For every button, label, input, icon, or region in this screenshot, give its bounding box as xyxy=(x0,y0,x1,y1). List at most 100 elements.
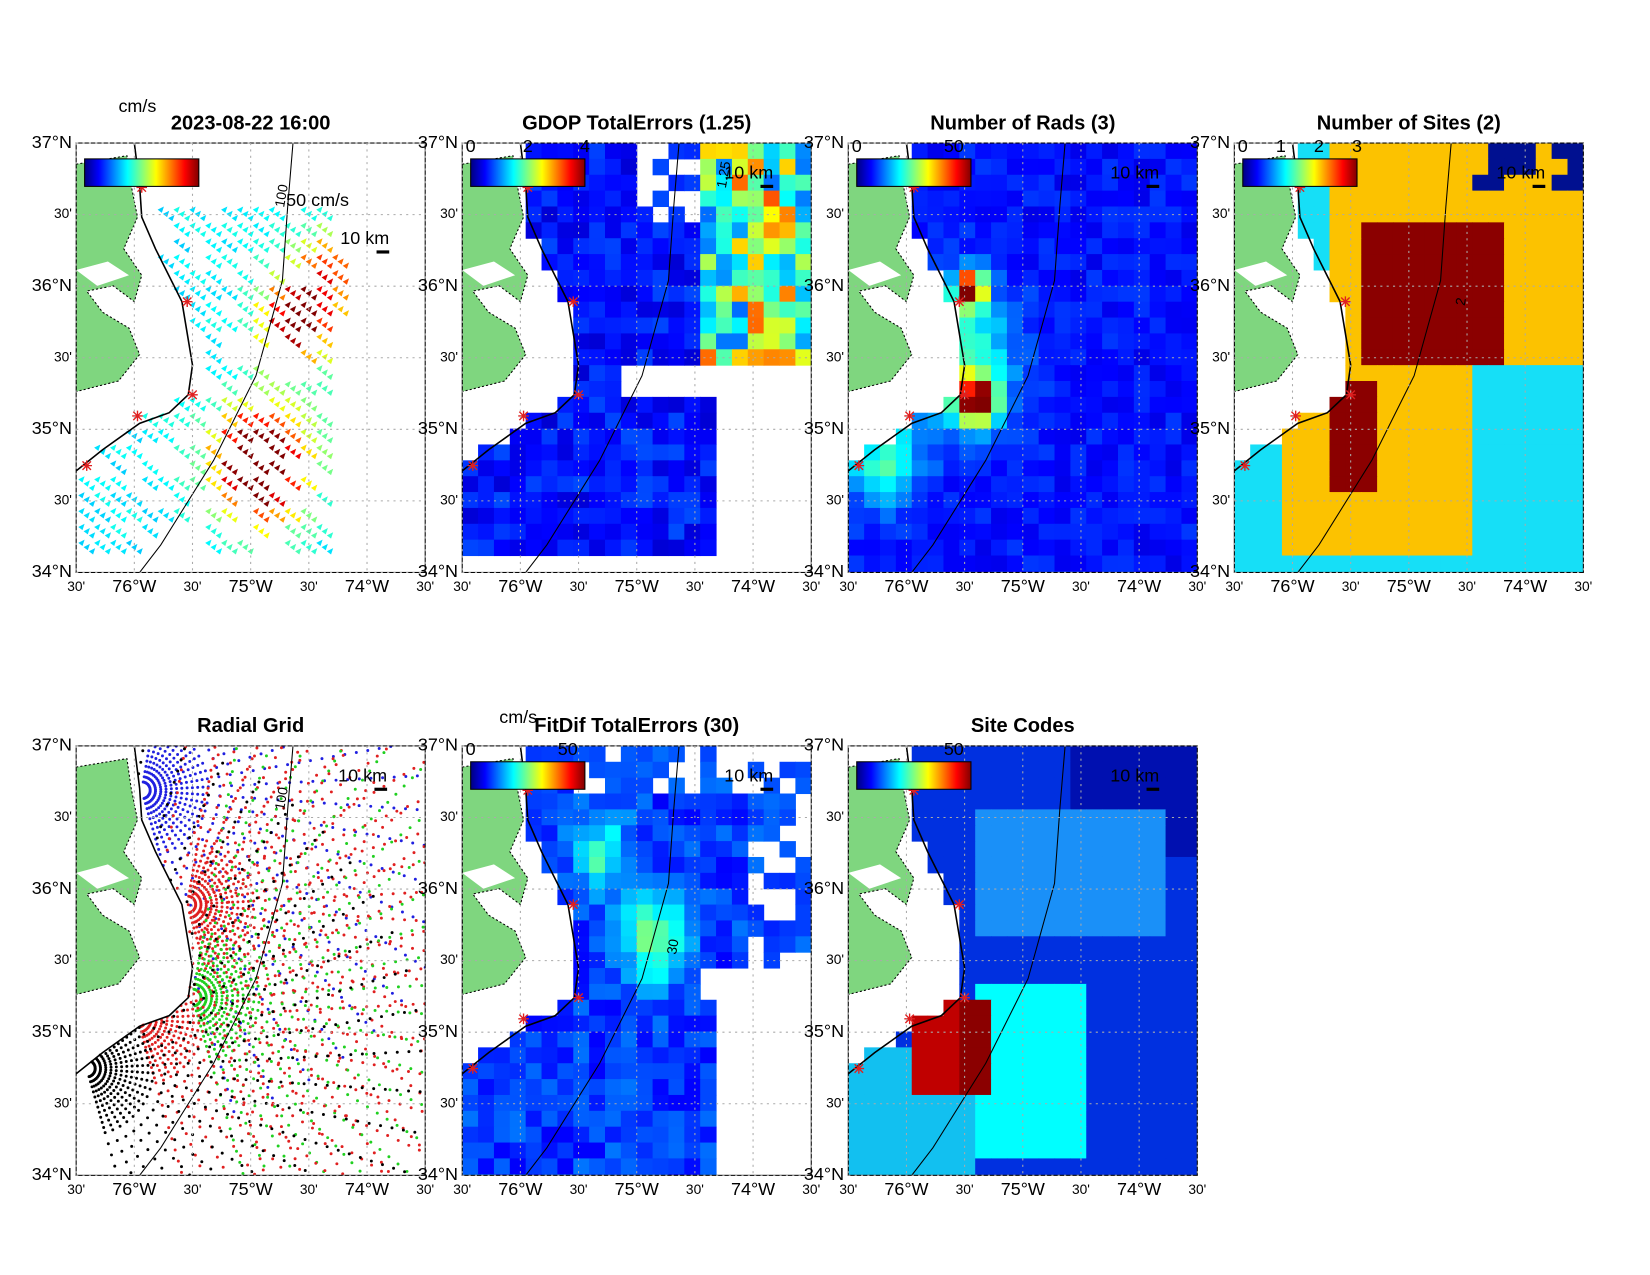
grid-dot xyxy=(236,900,240,904)
grid-dot xyxy=(119,1061,123,1064)
grid-dot xyxy=(203,944,207,948)
grid-dot xyxy=(279,1056,283,1060)
grid-dot xyxy=(310,896,314,900)
grid-dot xyxy=(298,790,302,794)
grid-dot xyxy=(302,976,306,980)
grid-dot xyxy=(399,944,403,948)
grid-dot xyxy=(313,974,317,978)
grid-dot xyxy=(173,867,177,871)
field-cell xyxy=(1165,492,1182,509)
grid-dot xyxy=(299,799,303,803)
vector-arrow xyxy=(115,464,122,471)
field-cell xyxy=(1038,238,1056,255)
grid-dot xyxy=(229,795,233,799)
vector-arrow xyxy=(252,460,260,467)
field-cell xyxy=(1165,571,1182,573)
grid-dot xyxy=(132,1096,136,1100)
vector-arrow xyxy=(215,310,223,317)
vector-arrow xyxy=(231,468,238,476)
vector-arrow xyxy=(194,274,201,281)
grid-dot xyxy=(415,808,419,812)
field-cell xyxy=(959,238,976,255)
grid-dot xyxy=(196,785,200,789)
field-cell xyxy=(1117,492,1135,509)
grid-dot xyxy=(332,952,336,956)
field-cell xyxy=(991,555,1008,572)
grid-dot xyxy=(333,913,337,917)
grid-dot xyxy=(282,806,286,810)
vector-arrow xyxy=(321,242,328,249)
grid-dot xyxy=(226,886,230,890)
grid-dot xyxy=(208,1045,212,1049)
vector-arrow xyxy=(326,532,334,539)
grid-dot xyxy=(181,1098,185,1102)
grid-dot xyxy=(160,801,164,805)
field-cell xyxy=(636,396,654,414)
field-cell xyxy=(795,143,812,160)
field-cell xyxy=(1181,333,1198,350)
grid-dot xyxy=(265,1041,269,1045)
grid-dot xyxy=(345,1021,349,1025)
grid-dot xyxy=(409,1135,413,1139)
field-cell xyxy=(478,476,495,493)
grid-dot xyxy=(234,940,238,944)
grid-dot xyxy=(330,1007,334,1011)
grid-dot xyxy=(239,971,243,975)
grid-dot xyxy=(179,1052,183,1056)
y-tick-label: 30' xyxy=(440,206,458,221)
grid-dot xyxy=(142,1032,146,1036)
field-cell xyxy=(1281,428,1299,445)
field-cell xyxy=(493,539,511,557)
field-cell xyxy=(620,444,638,461)
grid-dot xyxy=(254,1055,258,1059)
field-cell xyxy=(1313,222,1331,239)
grid-dot xyxy=(222,783,226,787)
vector-arrow xyxy=(152,437,159,444)
field-cell xyxy=(589,190,606,208)
grid-dot xyxy=(272,790,276,794)
field-cell xyxy=(1567,507,1584,525)
grid-dot xyxy=(217,775,221,779)
field-cell xyxy=(1133,174,1151,192)
field-cell xyxy=(1006,365,1024,382)
grid-dot xyxy=(400,865,404,869)
grid-dot xyxy=(229,984,233,988)
field-cell xyxy=(943,555,960,572)
grid-dot xyxy=(209,966,212,970)
grid-dot xyxy=(248,830,252,834)
grid-dot xyxy=(265,823,269,826)
field-cell xyxy=(1424,412,1442,430)
vector-arrow xyxy=(231,548,238,555)
vector-arrow xyxy=(157,428,164,435)
field-cell xyxy=(1488,143,1505,160)
grid-dot xyxy=(325,849,329,852)
grid-dot xyxy=(230,911,234,915)
x-tick-label: 76°W xyxy=(498,576,542,596)
grid-dot xyxy=(266,1095,270,1099)
field-cell xyxy=(1070,412,1087,430)
grid-dot xyxy=(251,969,255,973)
field-cell xyxy=(1133,381,1151,398)
vector-arrow xyxy=(226,226,233,233)
grid-dot xyxy=(160,835,164,839)
grid-dot xyxy=(356,1073,360,1077)
grid-dot xyxy=(348,1004,352,1008)
vector-arrow xyxy=(221,254,228,261)
field-cell xyxy=(1504,396,1521,414)
grid-dot xyxy=(221,931,225,935)
field-cell xyxy=(1022,507,1040,525)
grid-dot xyxy=(380,1163,384,1167)
panel-title: GDOP TotalErrors (1.25) xyxy=(522,112,751,134)
grid-dot xyxy=(321,956,325,960)
vector-arrow xyxy=(162,480,170,487)
grid-dot xyxy=(369,804,373,808)
field-cell xyxy=(991,428,1008,445)
grid-dot xyxy=(270,1127,274,1131)
vector-arrow xyxy=(263,516,270,523)
vector-arrow xyxy=(99,480,106,487)
field-cell xyxy=(1361,492,1378,509)
vector-arrow xyxy=(337,305,344,313)
field-cell xyxy=(1551,222,1569,239)
grid-dot xyxy=(224,970,228,974)
field-cell xyxy=(1117,285,1135,303)
